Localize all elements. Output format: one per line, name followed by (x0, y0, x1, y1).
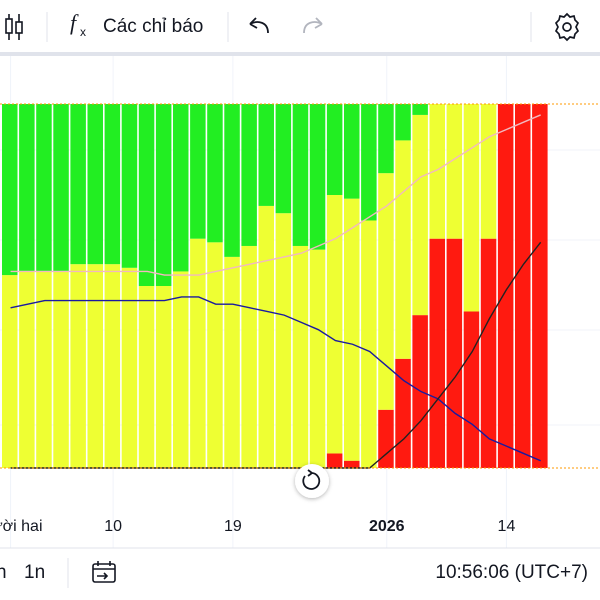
bar-segment (53, 271, 69, 468)
indicator-line (10, 114, 541, 276)
svg-text:f: f (70, 10, 79, 35)
bar-segment (258, 205, 274, 469)
bar-segment (87, 104, 103, 265)
bar-segment (155, 286, 172, 468)
bar-segment (344, 104, 360, 199)
bar-segment (207, 242, 223, 468)
bar-segment (515, 104, 531, 468)
fx-icon[interactable]: f x (70, 10, 86, 39)
bar-segment (87, 264, 103, 468)
bar-segment (326, 195, 343, 454)
x-tick-label: Mười hai (0, 518, 42, 535)
bar-segment (412, 114, 428, 316)
bar-segment (344, 198, 360, 461)
bar-segment (53, 104, 69, 272)
bar-segment (121, 267, 138, 468)
bar-segment (2, 104, 18, 276)
bar-segment (378, 173, 394, 410)
bar-segment (241, 245, 257, 468)
bar-segment (104, 264, 121, 468)
bar-segment (309, 249, 326, 468)
bar-segment (258, 104, 274, 206)
bar-segment (361, 104, 377, 221)
chart-area (0, 56, 600, 548)
bar-segment (138, 104, 155, 286)
toolbar (0, 0, 600, 53)
bar-segment (173, 104, 189, 272)
bar-segment (463, 311, 480, 468)
x-tick-label: 2026 (369, 518, 405, 535)
bar-segment (70, 264, 86, 468)
bar-segment (19, 271, 35, 468)
bar-segment (378, 409, 394, 468)
bar-segment (190, 104, 206, 239)
bar-segment (446, 238, 463, 468)
bar-segment (395, 358, 411, 468)
x-tick-label: 10 (104, 518, 122, 535)
bar-segment (344, 460, 360, 468)
settings-icon[interactable] (554, 12, 580, 42)
bar-segment (378, 104, 394, 174)
bar-segment (224, 104, 240, 257)
bar-segment (104, 104, 121, 265)
range-button[interactable]: n (0, 562, 7, 583)
bar-segment (207, 104, 223, 243)
bar-segment (241, 104, 257, 246)
bar-segment (121, 104, 138, 268)
bar-segment (412, 104, 428, 115)
bar-segment (480, 238, 497, 468)
bar-segment (309, 104, 326, 250)
bar-segment (224, 256, 240, 468)
x-tick-label: 14 (498, 518, 516, 535)
bar-segment (173, 271, 189, 468)
bar-segment (429, 104, 445, 239)
candle-icon[interactable] (5, 14, 23, 40)
goto-date-icon[interactable] (92, 561, 116, 583)
redo-icon[interactable] (303, 17, 323, 34)
bar-segment (36, 104, 52, 272)
undo-icon[interactable] (249, 17, 269, 34)
range-button[interactable]: 1n (24, 562, 45, 583)
indicator-line (10, 296, 541, 462)
clock: 10:56:06 (UTC+7) (435, 562, 588, 583)
indicator-line (10, 241, 542, 469)
svg-text:x: x (80, 25, 86, 39)
bar-segment (326, 453, 343, 468)
bar-segment (532, 104, 548, 468)
bar-segment (190, 238, 206, 468)
bar-segment (429, 238, 445, 468)
bar-segment (19, 104, 35, 272)
bar-segment (446, 104, 463, 239)
bar-segment (395, 104, 411, 141)
bar-segment (36, 271, 52, 468)
reset-button[interactable] (295, 464, 329, 498)
bar-segment (275, 104, 292, 214)
bar-segment (361, 220, 377, 468)
bar-segment (463, 104, 480, 312)
bar-segment (326, 104, 343, 195)
bar-segment (138, 286, 155, 468)
x-tick-label: 19 (224, 518, 242, 535)
indicators-button[interactable]: Các chỉ báo (103, 16, 203, 37)
bar-segment (480, 104, 497, 239)
bar-segment (292, 245, 309, 468)
bar-segment (155, 104, 172, 286)
bar-segment (497, 104, 514, 468)
bar-segment (70, 104, 86, 265)
bar-segment (2, 275, 18, 468)
bar-segment (275, 213, 292, 468)
bar-segment (292, 104, 309, 246)
bar-segment (395, 140, 411, 359)
